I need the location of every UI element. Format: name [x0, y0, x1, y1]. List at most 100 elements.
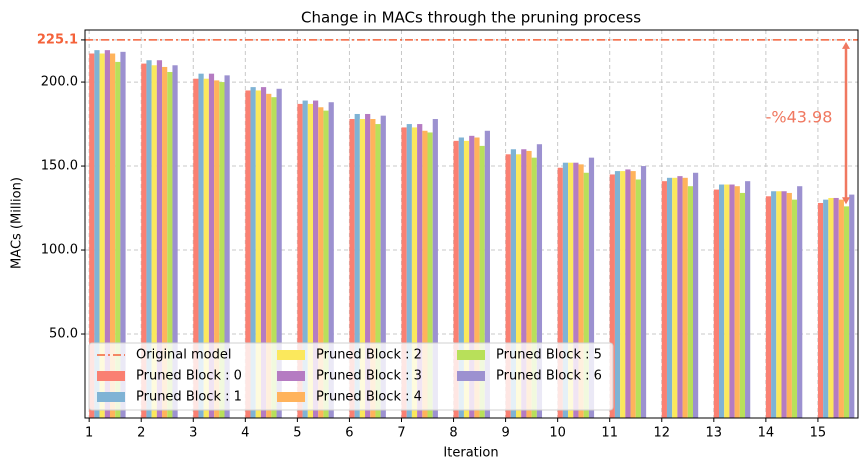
bar: [354, 113, 360, 419]
bar: [323, 110, 329, 418]
bar: [531, 157, 537, 418]
bar: [89, 53, 95, 419]
bar: [250, 87, 256, 419]
bar: [682, 177, 688, 418]
bar: [838, 199, 844, 418]
bar: [307, 103, 313, 419]
x-tick-label: 15: [810, 426, 827, 441]
bar: [536, 144, 543, 419]
bar: [203, 78, 209, 418]
bar: [151, 65, 157, 418]
bar: [687, 186, 693, 418]
y-tick-label: 150.0: [41, 159, 78, 174]
bar: [380, 115, 386, 418]
x-tick-label: 7: [397, 426, 405, 441]
bar: [625, 169, 631, 418]
legend-swatch: [457, 350, 485, 360]
bar: [786, 192, 792, 418]
legend: Original model Pruned Block : 0 Pruned Blo…: [88, 342, 614, 411]
bar: [843, 206, 850, 418]
plot-frame: [84, 29, 859, 419]
bar: [432, 119, 438, 419]
legend-swatch: [277, 350, 305, 360]
bar: [219, 82, 225, 418]
bar: [677, 176, 683, 418]
bar: [661, 181, 667, 418]
x-tick-label: 3: [189, 426, 197, 441]
x-tick-label: 2: [137, 426, 145, 441]
bar: [94, 50, 100, 418]
bar: [635, 179, 641, 418]
y-tick-label: 100.0: [41, 243, 78, 258]
x-tick-label: 12: [653, 426, 670, 441]
bar: [817, 203, 824, 418]
bar: [781, 191, 787, 418]
bar: [266, 93, 272, 418]
bar: [562, 162, 569, 418]
bar: [365, 113, 371, 419]
bar: [791, 199, 798, 418]
x-tick-label: 6: [345, 426, 353, 441]
bar: [734, 186, 740, 418]
bar: [109, 53, 116, 419]
bar: [479, 145, 485, 418]
bar: [823, 199, 829, 418]
bar: [713, 189, 720, 418]
bar: [833, 197, 839, 418]
bar: [328, 102, 334, 419]
legend-label: Pruned Block : 2: [316, 348, 422, 363]
legend-label: Pruned Block : 3: [316, 369, 422, 384]
bar: [505, 154, 511, 418]
arrow-head: [842, 197, 850, 205]
bar: [719, 184, 725, 418]
chart-title: Change in MACs through the pruning proce…: [301, 9, 641, 27]
bar: [271, 97, 277, 418]
legend-label: Pruned Block : 0: [136, 369, 242, 384]
bar: [318, 107, 324, 418]
bar: [208, 73, 215, 419]
bar: [630, 171, 636, 418]
bar: [797, 186, 803, 418]
legend-swatch: [277, 371, 305, 381]
legend-label: Pruned Block : 1: [136, 390, 242, 405]
bar: [156, 60, 163, 418]
x-tick-label: 9: [501, 426, 509, 441]
bar: [828, 197, 834, 418]
bar: [573, 162, 579, 418]
bar: [745, 181, 751, 418]
legend-label: Pruned Block : 5: [496, 348, 602, 363]
bar: [849, 194, 855, 418]
bar: [115, 61, 121, 418]
x-tick-label: 11: [601, 426, 618, 441]
bar: [463, 140, 470, 418]
bar: [260, 87, 267, 419]
x-tick-label: 10: [549, 426, 566, 441]
y-tick-label: 50.0: [49, 327, 78, 342]
bar: [422, 130, 428, 418]
y-axis-label: MACs (Million): [10, 177, 25, 269]
x-tick-label: 14: [758, 426, 775, 441]
bar: [510, 149, 517, 418]
bar: [411, 127, 418, 418]
bar: [672, 177, 678, 418]
arrow-head: [842, 41, 850, 49]
bar: [771, 191, 777, 418]
bar: [141, 63, 147, 418]
legend-swatch: [97, 392, 125, 402]
bar: [214, 80, 220, 418]
bar: [375, 124, 381, 418]
legend-swatch: [97, 371, 125, 381]
bar: [474, 137, 480, 418]
bar: [245, 90, 251, 418]
legend-swatch: [277, 392, 305, 402]
legend-swatch: [457, 371, 485, 381]
bar: [521, 149, 527, 418]
bar: [724, 184, 730, 418]
bar: [666, 177, 673, 418]
bar: [146, 60, 152, 418]
bar: [484, 130, 490, 418]
bar: [224, 75, 230, 418]
bar: [729, 184, 735, 418]
bar: [458, 137, 464, 418]
bar: [417, 124, 423, 418]
